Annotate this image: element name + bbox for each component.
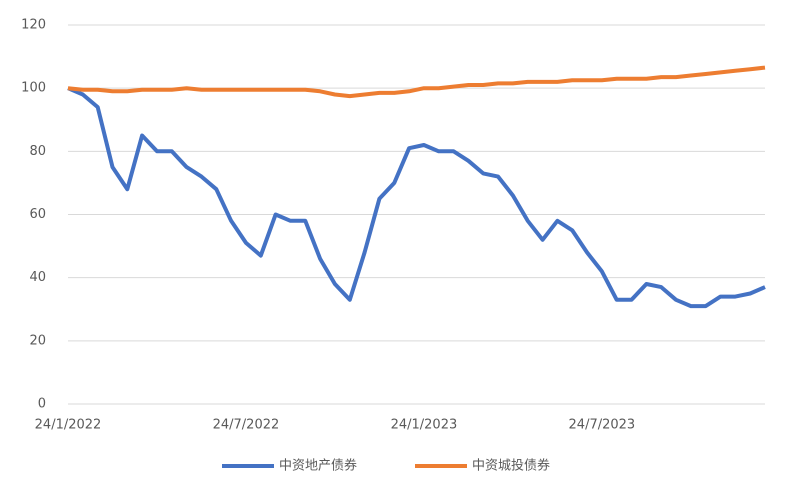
- y-tick-label: 0: [38, 397, 46, 412]
- series-line: [67, 86, 766, 309]
- x-tick-label: 24/1/2022: [35, 418, 102, 433]
- y-tick-label: 80: [29, 144, 46, 159]
- y-tick-label: 60: [29, 207, 46, 222]
- legend-label: 中资城投债券: [472, 458, 550, 474]
- x-tick-label: 24/7/2023: [569, 418, 636, 433]
- y-tick-label: 120: [21, 18, 46, 33]
- x-tick-label: 24/1/2023: [391, 418, 458, 433]
- x-tick-label: 24/7/2022: [213, 418, 280, 433]
- y-tick-label: 20: [29, 333, 46, 348]
- legend-label: 中资地产债券: [279, 458, 357, 474]
- series-line: [67, 65, 766, 99]
- y-tick-label: 100: [21, 81, 46, 96]
- y-tick-label: 40: [29, 270, 46, 285]
